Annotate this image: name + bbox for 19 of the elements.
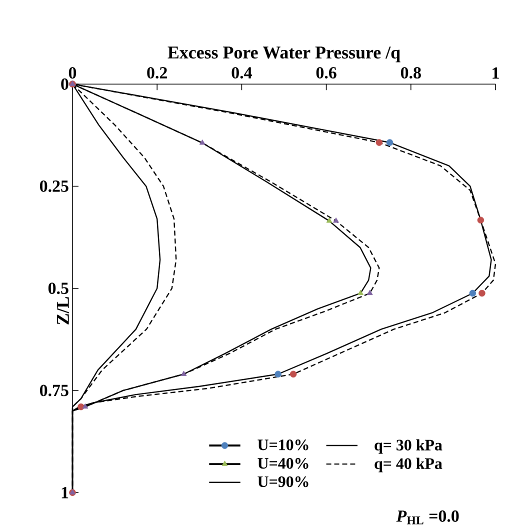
legend-label: q= 40 kPa [374,458,442,472]
y-axis-title: Z/L [56,297,69,325]
y-tick-label: 0.5 [48,282,68,294]
legend-label: U=10% [258,440,308,450]
legend-label: U=90% [258,476,308,488]
x-axis-title: Excess Pore Water Pressure /q [168,46,400,62]
x-tick-label: 0.6 [316,67,336,79]
legend-label: q= 30 kPa [374,439,442,454]
text: P$_{HL}$ =0.0 [396,510,459,524]
y-tick-label: 1 [62,487,68,498]
y-tick-label: 0.75 [40,384,68,396]
x-tick-label: 0.8 [400,67,421,79]
x-tick-label: 0.4 [232,67,252,79]
x-tick-label: 1 [492,68,499,79]
x-tick-label: 0 [68,67,76,79]
y-tick-label: 0 [61,78,68,90]
y-tick-label: 0.25 [40,180,68,192]
x-tick-label: 0.2 [147,67,167,79]
legend-label: U=40% [258,458,308,470]
